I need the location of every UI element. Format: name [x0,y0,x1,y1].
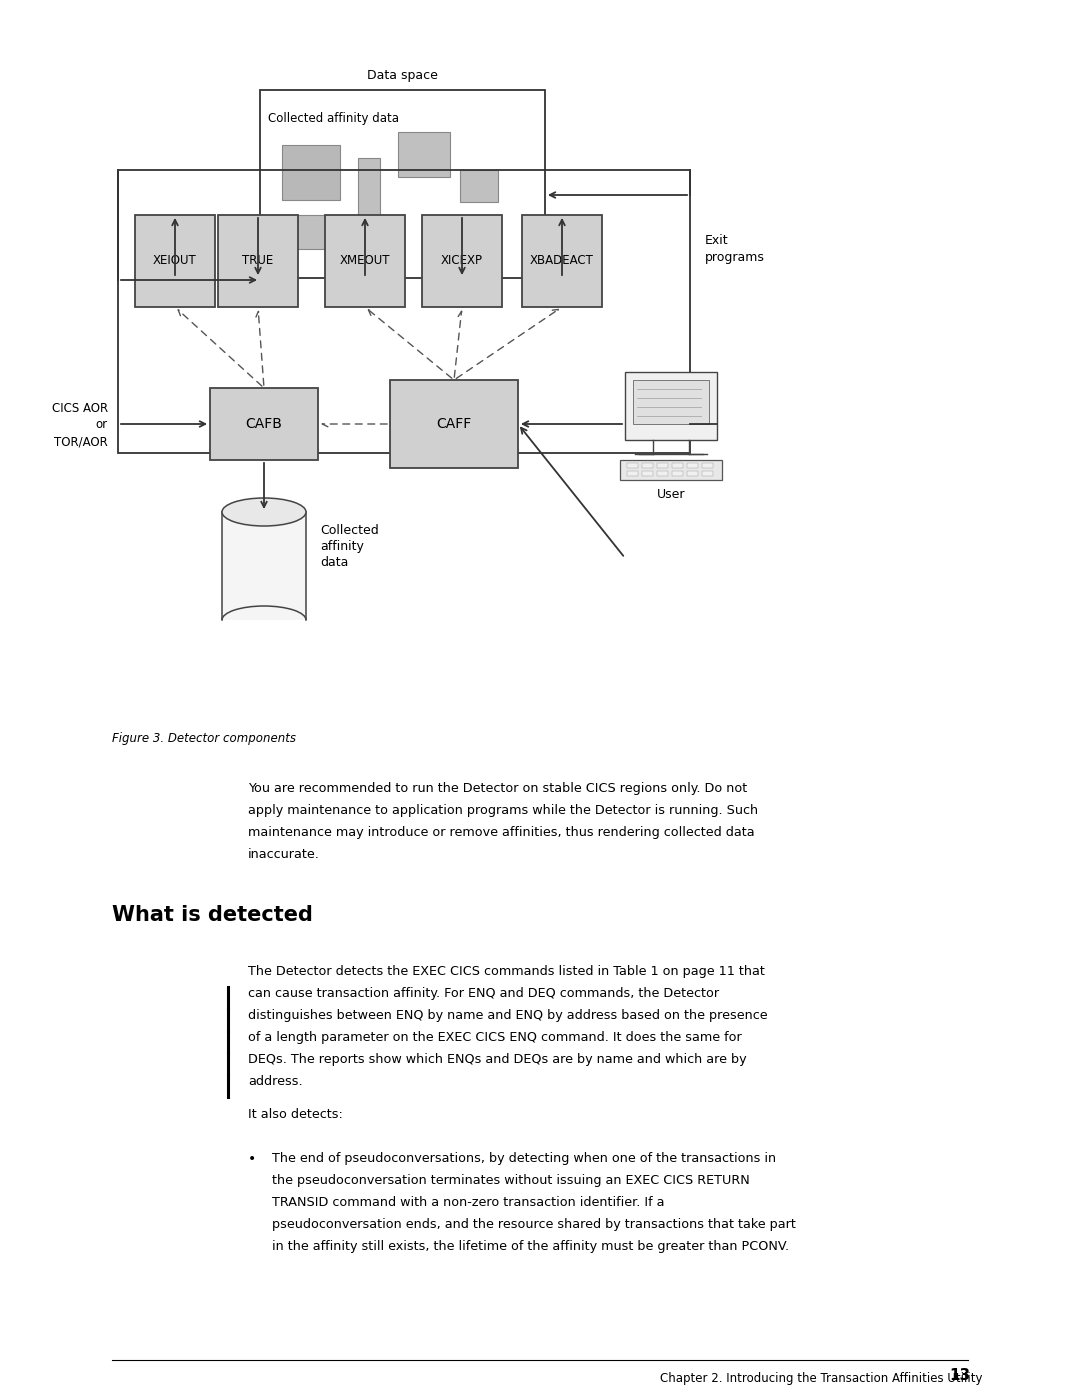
Text: XMEOUT: XMEOUT [340,254,390,267]
Text: can cause transaction affinity. For ENQ and DEQ commands, the Detector: can cause transaction affinity. For ENQ … [248,988,719,1000]
Text: •: • [248,1153,256,1166]
Text: Data space: Data space [366,68,437,82]
Bar [633,380,708,425]
Text: What is detected: What is detected [112,905,313,925]
Text: XICEXP: XICEXP [441,254,483,267]
Bar [702,471,713,476]
Text: The Detector detects the EXEC CICS commands listed in Table 1 on page 11 that: The Detector detects the EXEC CICS comma… [248,965,765,978]
Text: DEQs. The reports show which ENQs and DEQs are by name and which are by: DEQs. The reports show which ENQs and DE… [248,1053,746,1066]
Text: The end of pseudoconversations, by detecting when one of the transactions in: The end of pseudoconversations, by detec… [272,1153,777,1165]
Bar [627,471,638,476]
Text: TOR/AOR: TOR/AOR [54,436,108,448]
Bar [399,131,450,177]
Ellipse shape [222,497,306,527]
Bar [218,215,298,307]
Bar [260,89,545,278]
Bar [702,462,713,468]
Text: XEIOUT: XEIOUT [153,254,197,267]
Text: the pseudoconversation terminates without issuing an EXEC CICS RETURN: the pseudoconversation terminates withou… [272,1173,750,1187]
Bar [460,170,498,203]
Bar [642,462,653,468]
Bar [642,471,653,476]
Text: User: User [657,488,685,502]
Text: in the affinity still exists, the lifetime of the affinity must be greater than : in the affinity still exists, the lifeti… [272,1241,789,1253]
Text: TRUE: TRUE [242,254,273,267]
Bar [672,471,683,476]
Bar [422,215,502,307]
Bar [627,462,638,468]
Text: Collected affinity data: Collected affinity data [268,112,399,124]
Bar [620,460,723,481]
Text: inaccurate.: inaccurate. [248,848,320,861]
Text: apply maintenance to application programs while the Detector is running. Such: apply maintenance to application program… [248,805,758,817]
Bar [687,462,698,468]
Text: Exit: Exit [705,233,729,246]
Text: TRANSID command with a non-zero transaction identifier. If a: TRANSID command with a non-zero transact… [272,1196,664,1208]
Bar [222,511,306,620]
Text: of a length parameter on the EXEC CICS ENQ command. It does the same for: of a length parameter on the EXEC CICS E… [248,1031,742,1044]
Bar [657,462,669,468]
Bar [135,215,215,307]
Bar [687,471,698,476]
Text: distinguishes between ENQ by name and ENQ by address based on the presence: distinguishes between ENQ by name and EN… [248,1009,768,1023]
Bar [672,462,683,468]
Bar [210,388,318,460]
Text: address.: address. [248,1076,302,1088]
Text: maintenance may introduce or remove affinities, thus rendering collected data: maintenance may introduce or remove affi… [248,826,755,840]
Bar [357,158,380,226]
Text: CAFF: CAFF [436,416,472,432]
Text: pseudoconversation ends, and the resource shared by transactions that take part: pseudoconversation ends, and the resourc… [272,1218,796,1231]
Text: affinity: affinity [320,541,364,553]
Text: XBADEACT: XBADEACT [530,254,594,267]
Text: CICS AOR: CICS AOR [52,401,108,415]
Bar [522,215,602,307]
Bar [118,170,690,453]
Text: Chapter 2. Introducing the Transaction Affinities Utility: Chapter 2. Introducing the Transaction A… [660,1372,983,1384]
Text: It also detects:: It also detects: [248,1108,342,1120]
Text: programs: programs [705,251,765,264]
Bar [282,215,330,249]
Text: Figure 3. Detector components: Figure 3. Detector components [112,732,296,745]
Text: data: data [320,556,349,569]
Bar [625,372,717,440]
Bar [390,380,518,468]
Bar [657,471,669,476]
Text: CAFB: CAFB [245,416,283,432]
Text: You are recommended to run the Detector on stable CICS regions only. Do not: You are recommended to run the Detector … [248,782,747,795]
Text: 13: 13 [949,1368,970,1383]
Text: Collected: Collected [320,524,379,536]
Bar [325,215,405,307]
Text: or: or [96,419,108,432]
Bar [282,145,340,200]
